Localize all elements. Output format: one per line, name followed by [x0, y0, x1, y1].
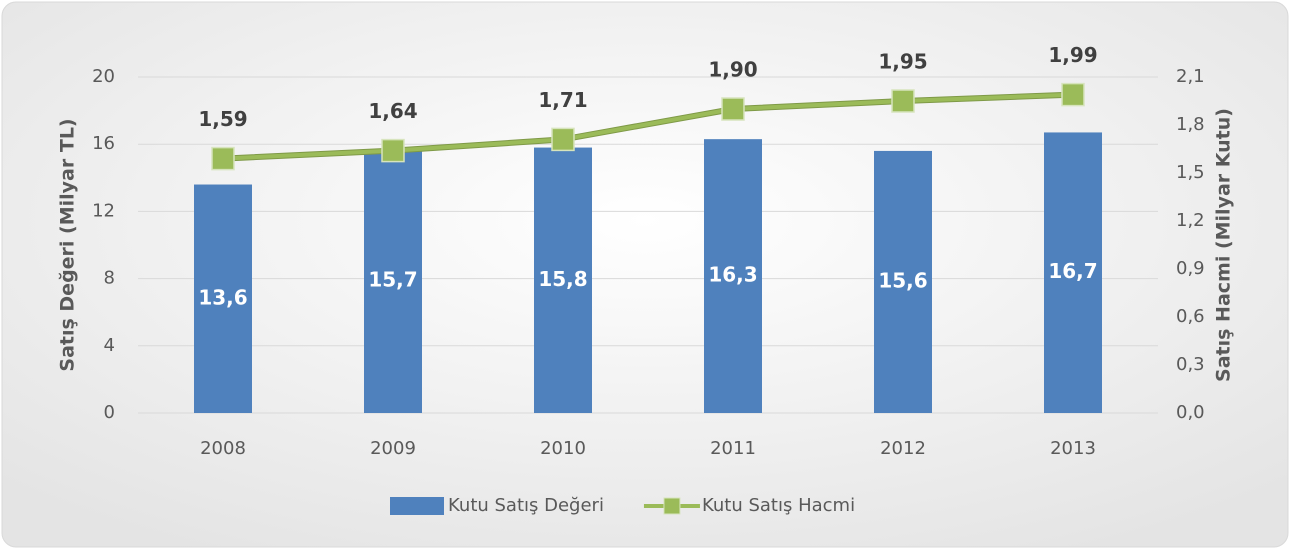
bar-value-label: 15,7 [368, 268, 417, 292]
legend-marker [663, 497, 681, 515]
y-tick-label: 16 [92, 133, 115, 154]
line-value-label: 1,90 [708, 58, 757, 82]
y2-tick-label: 1,5 [1176, 162, 1205, 183]
y2-tick-label: 0,6 [1176, 306, 1205, 327]
line-marker [721, 97, 745, 121]
x-tick-label: 2010 [540, 438, 586, 459]
legend-swatch [390, 497, 444, 515]
y-tick-label: 12 [92, 200, 115, 221]
y2-tick-label: 1,2 [1176, 210, 1205, 231]
y-axis-title: Satış Değeri (Milyar TL) [57, 118, 79, 371]
x-tick-label: 2012 [880, 438, 926, 459]
line-value-label: 1,59 [198, 107, 247, 131]
bar [364, 149, 422, 414]
bar-value-label: 16,7 [1048, 259, 1097, 283]
y-tick-label: 0 [104, 402, 115, 423]
y-tick-label: 4 [104, 335, 115, 356]
bar-value-label: 16,3 [708, 263, 757, 287]
line-marker [211, 146, 235, 171]
line-value-label: 1,95 [878, 50, 927, 74]
bar [1044, 132, 1102, 413]
y2-tick-label: 1,8 [1176, 114, 1205, 135]
bar [194, 184, 252, 413]
line-marker [1061, 82, 1085, 107]
x-tick-label: 2011 [710, 438, 756, 459]
line-value-label: 1,99 [1048, 43, 1097, 67]
line-value-label: 1,64 [368, 99, 417, 123]
legend-label: Kutu Satış Hacmi [702, 495, 855, 516]
legend-label: Kutu Satış Değeri [448, 495, 604, 516]
line [222, 92, 1074, 161]
bar [704, 139, 762, 413]
y2-tick-label: 2,1 [1176, 66, 1205, 87]
y-tick-label: 8 [104, 268, 115, 289]
bar [534, 147, 592, 413]
bar-value-label: 15,8 [538, 267, 587, 291]
bar [874, 150, 932, 414]
y-tick-label: 20 [92, 66, 115, 87]
y2-axis-title: Satış Hacmi (Milyar Kutu) [1213, 108, 1235, 382]
y2-tick-label: 0,3 [1176, 354, 1205, 375]
line-marker [551, 127, 575, 152]
y2-tick-label: 0,9 [1176, 258, 1205, 279]
bar-value-label: 15,6 [878, 268, 927, 292]
y2-tick-label: 0,0 [1176, 402, 1205, 423]
x-tick-label: 2013 [1050, 438, 1096, 459]
x-tick-label: 2008 [200, 438, 246, 459]
line-marker [381, 138, 405, 163]
line-value-label: 1,71 [538, 88, 587, 112]
line-marker [891, 89, 915, 113]
x-tick-label: 2009 [370, 438, 416, 459]
bar-value-label: 13,6 [198, 285, 247, 309]
